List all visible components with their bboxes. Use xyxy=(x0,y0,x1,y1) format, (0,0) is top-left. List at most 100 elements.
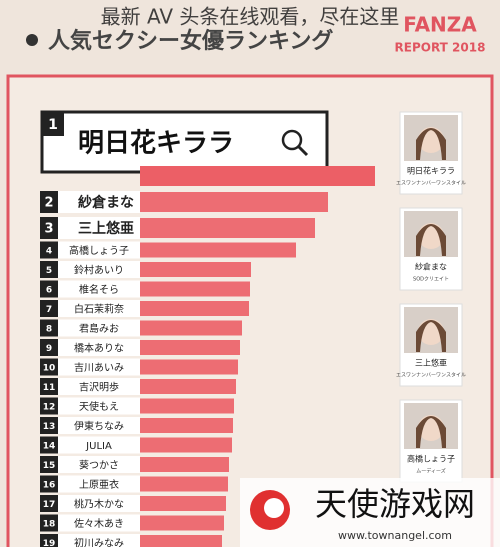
profile-name: 紗倉まな xyxy=(415,262,447,272)
rank-box xyxy=(40,397,58,415)
rank-box xyxy=(42,112,64,136)
watermark: 天使游戏网 xyxy=(315,485,475,523)
name-cell xyxy=(58,319,140,337)
portrait-hair xyxy=(416,128,446,160)
rank-box xyxy=(40,191,58,213)
rank: 17 xyxy=(43,500,56,510)
portrait-hair xyxy=(416,416,446,448)
bullet xyxy=(26,34,38,46)
bar xyxy=(140,281,250,297)
name-cell xyxy=(58,261,140,278)
profile-studio: ムーディーズ xyxy=(416,468,445,475)
bar xyxy=(140,496,226,511)
name-cell xyxy=(58,514,140,532)
rank-box xyxy=(40,300,58,317)
name-cell xyxy=(58,534,140,547)
name-cell xyxy=(58,358,140,376)
profile-studio: エスワンナンバーワンスタイル xyxy=(396,372,466,379)
name-cell xyxy=(58,456,140,473)
rank-box xyxy=(40,475,58,493)
name-cell xyxy=(58,280,140,298)
watermark-logo-inner xyxy=(264,498,284,518)
rank: 3 xyxy=(44,222,53,237)
rank-box xyxy=(40,417,58,434)
category-label: 吉沢明歩 xyxy=(79,381,119,394)
rank-box xyxy=(40,378,58,395)
category-label: 三上悠亜 xyxy=(78,220,134,237)
profile-name: 三上悠亜 xyxy=(415,358,447,368)
name-cell xyxy=(58,241,140,259)
rank: 9 xyxy=(46,344,52,354)
bar xyxy=(140,262,251,277)
bar xyxy=(140,166,375,186)
rank: 19 xyxy=(43,539,56,547)
category-label: 佐々木あき xyxy=(74,518,124,530)
name-cell xyxy=(58,436,140,454)
category-label: 葵つかさ xyxy=(79,460,119,472)
rank: 2 xyxy=(44,196,53,211)
brand: FANZA xyxy=(403,13,477,37)
rank-box xyxy=(40,534,58,547)
profiles: 明日花キララエスワンナンバーワンスタイル紗倉まなSODクリエイト三上悠亜エスワン… xyxy=(396,111,466,483)
bar xyxy=(140,437,232,453)
rank-box xyxy=(40,280,58,298)
name-cell xyxy=(58,475,140,493)
category-label: 橋本ありな xyxy=(74,342,124,355)
rank-box xyxy=(40,456,58,473)
search-icon xyxy=(281,129,303,151)
bar xyxy=(140,379,236,394)
portrait-hair xyxy=(416,320,446,352)
rank-box xyxy=(40,261,58,278)
rank-box xyxy=(40,217,58,239)
bar xyxy=(140,359,238,375)
rank: 8 xyxy=(46,325,52,335)
category-label: 高橋しょう子 xyxy=(69,244,129,257)
bar xyxy=(140,192,328,212)
watermark-url: www.townangel.com xyxy=(338,529,452,542)
rank-box xyxy=(40,241,58,259)
banner: 最新 AV 头条在线观看，尽在这里 xyxy=(101,5,400,29)
rank: 11 xyxy=(43,383,56,393)
profile-studio: エスワンナンバーワンスタイル xyxy=(396,180,466,187)
name-cell xyxy=(58,300,140,317)
rank: 4 xyxy=(46,247,52,257)
name-cell xyxy=(58,397,140,415)
bar xyxy=(140,476,228,492)
name-cell xyxy=(58,339,140,356)
rank: 6 xyxy=(46,286,52,296)
name-cell xyxy=(58,191,140,213)
rank: 14 xyxy=(43,442,56,452)
bar xyxy=(140,457,229,472)
category-label: 白石茉莉奈 xyxy=(74,303,124,316)
rank: 13 xyxy=(43,422,56,432)
rank-box xyxy=(40,339,58,356)
rank: 5 xyxy=(46,266,52,276)
bar xyxy=(140,301,249,316)
rank: 1 xyxy=(48,117,58,133)
rank: 7 xyxy=(46,305,52,315)
bar xyxy=(140,535,222,547)
category-label: JULIA xyxy=(85,441,112,452)
category-label: 上原亜衣 xyxy=(79,478,119,491)
category-label: 初川みなみ xyxy=(74,537,124,547)
bar xyxy=(140,218,315,238)
rank: 12 xyxy=(43,403,56,413)
rank: 16 xyxy=(43,481,56,491)
category-label: 天使もえ xyxy=(79,400,119,413)
rank-box xyxy=(40,436,58,454)
rank-box xyxy=(40,495,58,512)
name-cell xyxy=(58,417,140,434)
subtitle: REPORT 2018 xyxy=(395,41,486,55)
category-label: 吉川あいみ xyxy=(74,362,124,374)
chart-title: 人気セクシー女優ランキング xyxy=(48,28,333,54)
rank-box xyxy=(40,319,58,337)
category-label: 鈴村あいり xyxy=(74,264,124,277)
bar xyxy=(140,418,233,433)
bar xyxy=(140,242,296,258)
bar xyxy=(140,320,242,336)
bar xyxy=(140,398,234,414)
name-cell xyxy=(58,378,140,395)
rank: 18 xyxy=(43,520,56,530)
category-label: 君島みお xyxy=(79,322,119,335)
